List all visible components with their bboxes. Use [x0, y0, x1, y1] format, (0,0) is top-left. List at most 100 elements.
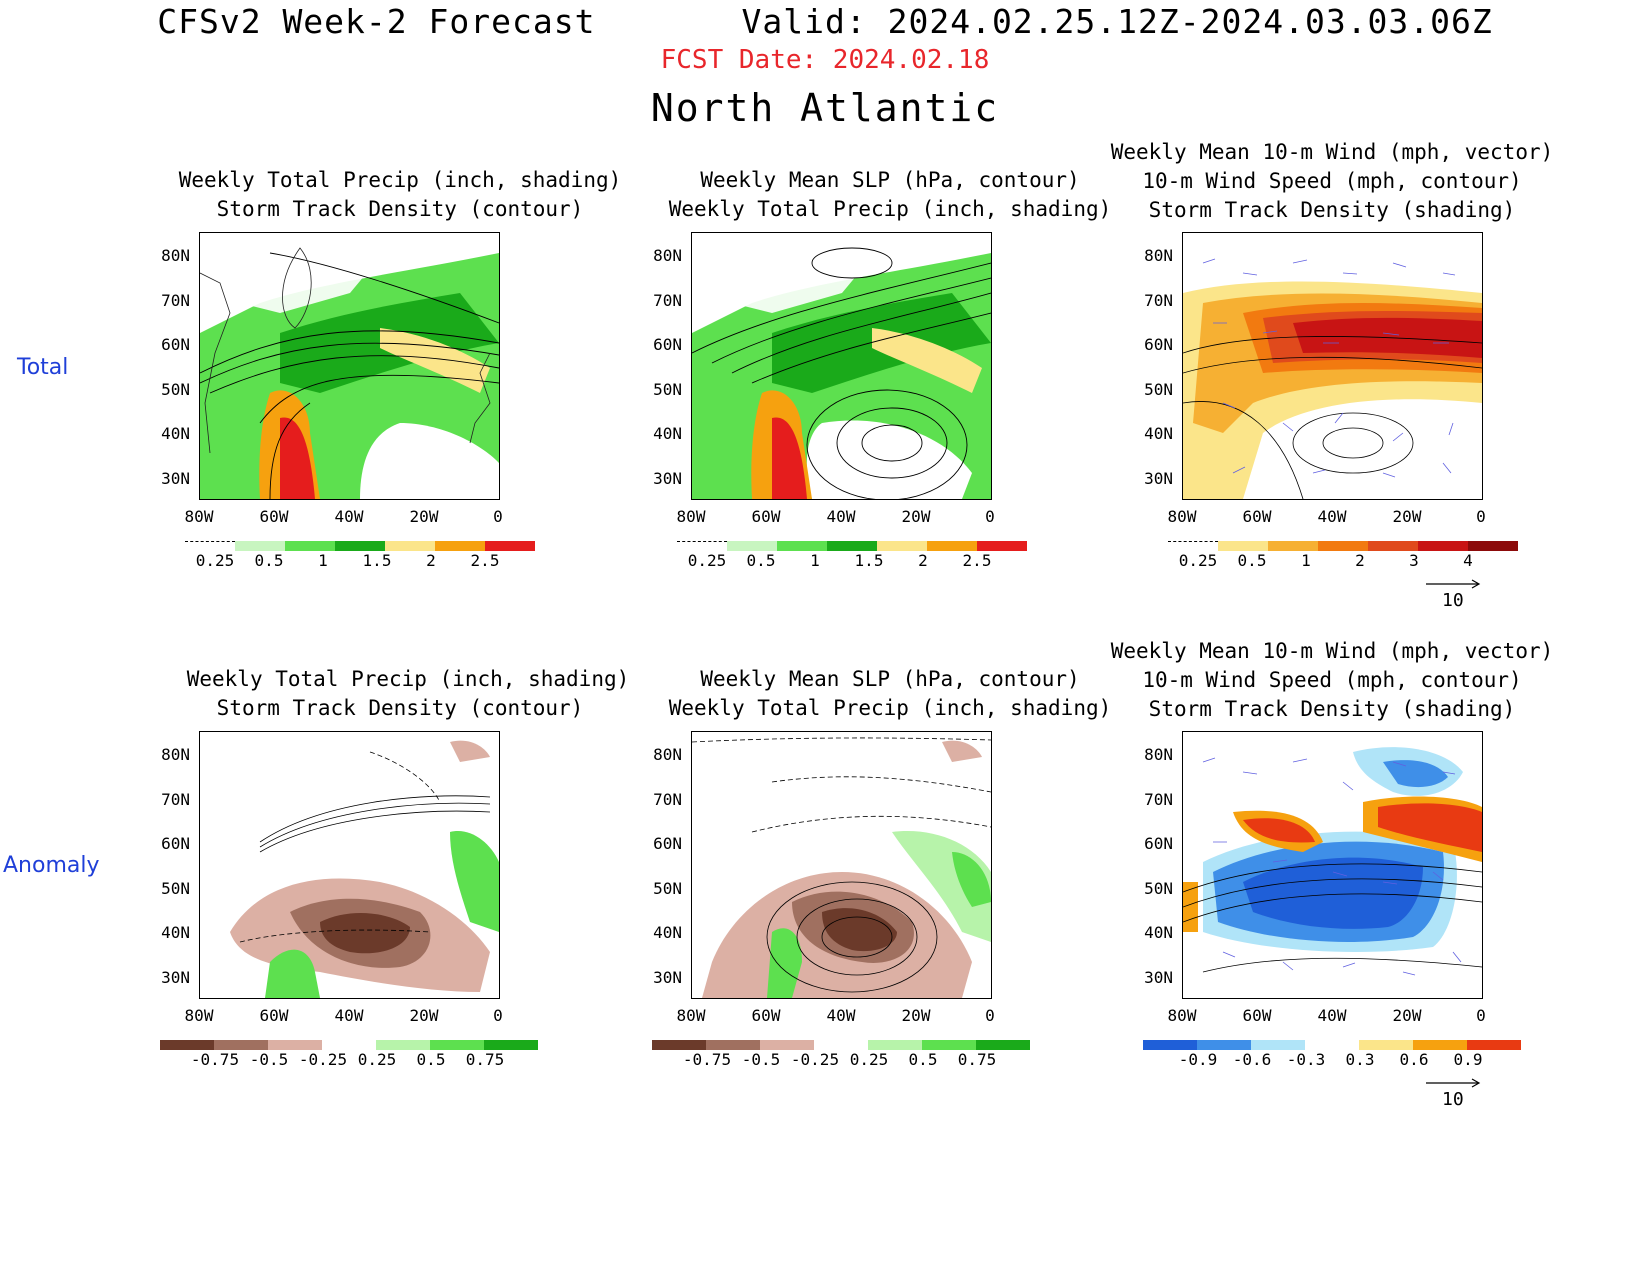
colorbar-anomaly-precip — [160, 1040, 538, 1050]
colorbar-label: -0.9 — [1178, 1050, 1218, 1069]
lon-label: 80W — [1167, 1006, 1197, 1025]
panel-title-line3: Storm Track Density (shading) — [1148, 697, 1516, 721]
panel-total-precip: Weekly Total Precip (inch, shading) Stor… — [140, 165, 660, 665]
colorbar-label: 0.5 — [908, 1050, 938, 1069]
lat-label: 40N — [653, 923, 682, 942]
lat-label: 50N — [1144, 380, 1173, 399]
lat-label: 70N — [161, 291, 190, 310]
lat-label: 60N — [161, 834, 190, 853]
colorbar-label: 0.9 — [1453, 1050, 1483, 1069]
panel-title-line2: 10-m Wind Speed (mph, contour) — [1142, 169, 1522, 193]
colorbar-label: -0.75 — [682, 1050, 732, 1069]
lat-label: 80N — [1144, 745, 1173, 764]
lon-label: 0 — [1476, 507, 1486, 526]
lat-label: 30N — [161, 968, 190, 987]
colorbar-total-slp — [677, 541, 1027, 552]
lat-label: 30N — [1144, 968, 1173, 987]
lon-label: 80W — [676, 507, 706, 526]
lat-label: 80N — [653, 745, 682, 764]
lon-label: 60W — [1242, 507, 1272, 526]
colorbar-label: 2 — [918, 551, 928, 570]
colorbar-label: -0.75 — [190, 1050, 240, 1069]
colorbar-label: 2.5 — [962, 551, 992, 570]
panel-total-wind: Weekly Mean 10-m Wind (mph, vector) 10-m… — [1072, 137, 1592, 637]
map-total-slp — [691, 232, 992, 500]
colorbar-total-precip — [185, 541, 535, 552]
lat-label: 60N — [653, 335, 682, 354]
panel-anomaly-precip: Weekly Total Precip (inch, shading) Stor… — [140, 664, 660, 1164]
panel-title-line2: Weekly Total Precip (inch, shading) — [668, 197, 1112, 221]
colorbar-label: -0.5 — [249, 1050, 289, 1069]
lat-label: 80N — [1144, 246, 1173, 265]
colorbar-total-wind — [1168, 541, 1518, 552]
colorbar-label: 0.6 — [1399, 1050, 1429, 1069]
colorbar-label: 1.5 — [854, 551, 884, 570]
colorbar-label: 4 — [1463, 551, 1473, 570]
lat-label: 60N — [653, 834, 682, 853]
colorbar-label: -0.3 — [1286, 1050, 1326, 1069]
lon-label: 40W — [826, 507, 856, 526]
colorbar-label: 0.25 — [1178, 551, 1218, 570]
colorbar-label: 1 — [1301, 551, 1311, 570]
colorbar-anomaly-wind — [1143, 1040, 1521, 1050]
colorbar-label: 0.5 — [416, 1050, 446, 1069]
colorbar-label: 0.5 — [254, 551, 284, 570]
colorbar-label: -0.6 — [1232, 1050, 1272, 1069]
lat-label: 30N — [653, 968, 682, 987]
lon-label: 0 — [493, 1006, 503, 1025]
lat-label: 50N — [161, 380, 190, 399]
lon-label: 20W — [409, 1006, 439, 1025]
colorbar-label: 0.75 — [465, 1050, 505, 1069]
colorbar-label: 1 — [318, 551, 328, 570]
colorbar-label: 2.5 — [470, 551, 500, 570]
colorbar-label: 2 — [426, 551, 436, 570]
colorbar-label: 0.25 — [195, 551, 235, 570]
panel-title-line1: Weekly Mean SLP (hPa, contour) — [700, 168, 1080, 192]
lat-label: 80N — [161, 745, 190, 764]
lon-label: 60W — [751, 1006, 781, 1025]
lat-label: 70N — [161, 790, 190, 809]
colorbar-anomaly-slp — [652, 1040, 1030, 1050]
lon-label: 40W — [1317, 1006, 1347, 1025]
lat-label: 40N — [161, 424, 190, 443]
map-total-precip — [199, 232, 500, 500]
colorbar-label: 0.25 — [849, 1050, 889, 1069]
lon-label: 20W — [1392, 507, 1422, 526]
colorbar-label: 1 — [810, 551, 820, 570]
lat-label: 60N — [1144, 335, 1173, 354]
colorbar-label: 3 — [1409, 551, 1419, 570]
lat-label: 40N — [1144, 923, 1173, 942]
colorbar-label: -0.25 — [298, 1050, 348, 1069]
region-title: North Atlantic — [650, 86, 1000, 130]
colorbar-label: 0.5 — [1237, 551, 1267, 570]
lat-label: 40N — [161, 923, 190, 942]
lat-label: 50N — [161, 879, 190, 898]
panel-title-line1: Weekly Mean SLP (hPa, contour) — [700, 667, 1080, 691]
colorbar-label: -0.5 — [741, 1050, 781, 1069]
colorbar-label: 0.25 — [687, 551, 727, 570]
panel-title-line1: Weekly Mean 10-m Wind (mph, vector) — [1110, 140, 1554, 164]
lon-label: 60W — [1242, 1006, 1272, 1025]
lat-label: 70N — [653, 291, 682, 310]
panel-total-slp: Weekly Mean SLP (hPa, contour) Weekly To… — [630, 165, 1150, 665]
vector-reference-arrow — [1426, 1078, 1481, 1088]
vector-reference-label: 10 — [1442, 590, 1464, 611]
panel-title-line2: Weekly Total Precip (inch, shading) — [668, 696, 1112, 720]
lon-label: 40W — [334, 507, 364, 526]
colorbar-label: 2 — [1355, 551, 1365, 570]
colorbar-label: 0.3 — [1345, 1050, 1375, 1069]
map-anomaly-wind — [1182, 731, 1483, 999]
panel-title-line3: Storm Track Density (shading) — [1148, 198, 1516, 222]
lon-label: 20W — [409, 507, 439, 526]
lat-label: 70N — [1144, 291, 1173, 310]
lon-label: 60W — [259, 1006, 289, 1025]
lat-label: 50N — [653, 380, 682, 399]
lat-label: 30N — [1144, 469, 1173, 488]
lon-label: 20W — [1392, 1006, 1422, 1025]
row-label-total: Total — [17, 355, 69, 380]
lon-label: 20W — [901, 507, 931, 526]
map-anomaly-slp — [691, 731, 992, 999]
map-total-wind — [1182, 232, 1483, 500]
panel-title-line2: Storm Track Density (contour) — [216, 696, 584, 720]
lon-label: 20W — [901, 1006, 931, 1025]
